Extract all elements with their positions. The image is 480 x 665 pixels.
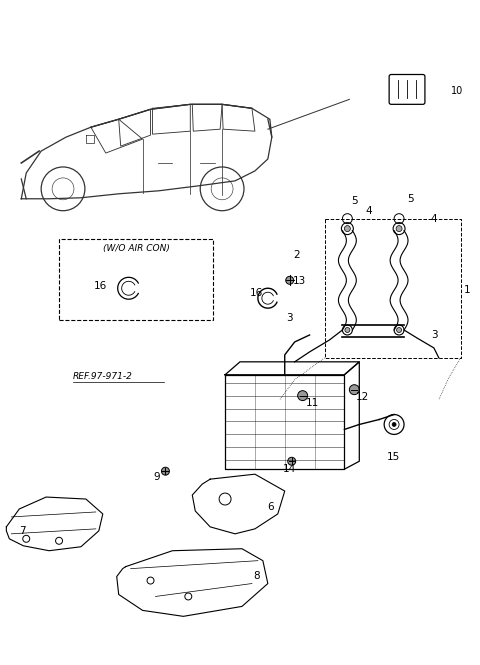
Text: 3: 3 xyxy=(431,330,437,340)
Circle shape xyxy=(161,467,169,475)
Text: 13: 13 xyxy=(293,276,306,287)
Text: 4: 4 xyxy=(366,205,372,215)
Circle shape xyxy=(344,225,350,231)
Circle shape xyxy=(298,390,308,400)
Text: 14: 14 xyxy=(283,464,296,474)
Text: 11: 11 xyxy=(306,398,319,408)
Circle shape xyxy=(345,328,350,332)
Text: 16: 16 xyxy=(250,288,263,298)
Text: 16: 16 xyxy=(94,281,107,291)
Text: 3: 3 xyxy=(286,313,293,323)
Text: 9: 9 xyxy=(154,472,160,482)
Text: 15: 15 xyxy=(387,452,400,462)
Text: 8: 8 xyxy=(253,571,260,581)
Circle shape xyxy=(396,328,402,332)
Text: 5: 5 xyxy=(408,194,414,203)
Text: 5: 5 xyxy=(351,196,357,205)
Text: 12: 12 xyxy=(355,392,369,402)
Circle shape xyxy=(396,225,402,231)
Circle shape xyxy=(288,458,296,466)
Text: 10: 10 xyxy=(451,86,463,96)
Text: 1: 1 xyxy=(464,285,470,295)
Circle shape xyxy=(286,277,294,284)
Circle shape xyxy=(349,384,360,394)
Text: 4: 4 xyxy=(431,213,437,223)
Text: REF.97-971-2: REF.97-971-2 xyxy=(73,372,133,381)
Text: 7: 7 xyxy=(19,526,26,536)
Text: (W/O AIR CON): (W/O AIR CON) xyxy=(103,244,169,253)
Text: 6: 6 xyxy=(267,502,274,512)
Text: 2: 2 xyxy=(293,251,300,261)
Circle shape xyxy=(392,422,396,426)
